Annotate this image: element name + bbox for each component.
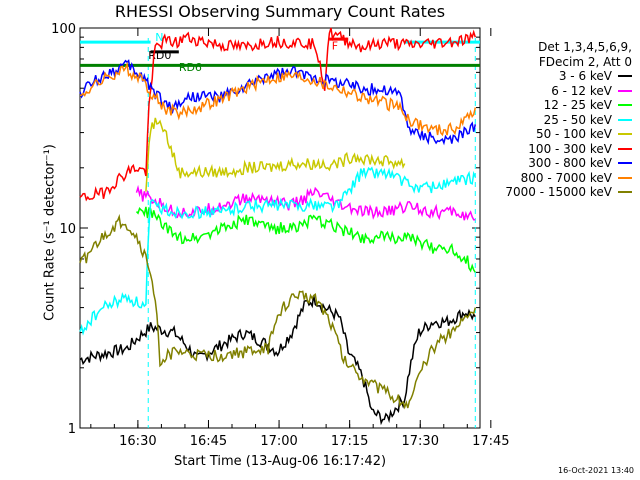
legend-swatch [618,75,632,78]
legend-entry: 6 - 12 keV [505,84,632,99]
x-tick-label: 17:30 [402,434,439,449]
legend-swatch [618,89,632,92]
legend-swatch [618,118,632,121]
legend-header-2: FDecim 2, Att 0 [538,54,632,69]
series-line [79,166,476,336]
legend: Det 1,3,4,5,6,9, FDecim 2, Att 0 3 - 6 k… [505,40,632,200]
legend-entry: 100 - 300 keV [505,142,632,157]
legend-label: 800 - 7000 keV [520,170,612,185]
series-line [79,295,476,426]
annotation-rd6: RD6 [179,61,202,74]
legend-label: 300 - 800 keV [528,156,612,170]
series-line [79,59,477,146]
series-line [79,27,477,202]
legend-entry: 12 - 25 keV [505,98,632,113]
legend-entry: 25 - 50 keV [505,113,632,128]
chart-title: RHESSI Observing Summary Count Rates [114,2,446,21]
series-line [145,117,406,192]
legend-label: 100 - 300 keV [528,141,612,156]
legend-entry: 3 - 6 keV [505,69,632,84]
legend-label: 7000 - 15000 keV [505,185,612,199]
legend-label: 12 - 25 keV [543,98,612,112]
legend-entry: 800 - 7000 keV [505,171,632,186]
legend-swatch [618,133,632,136]
x-tick-label: 16:45 [190,434,227,449]
series-line [80,61,477,137]
annotation-rd0: RD0 [148,49,171,62]
x-tick-label: 17:00 [260,434,297,449]
series-line [79,213,477,410]
legend-label: 50 - 100 keV [535,127,612,141]
x-tick-label: 16:30 [119,434,156,449]
legend-swatch [618,104,632,107]
x-tick-label: 17:45 [472,434,509,449]
timestamp: 16-Oct-2021 13:40 [558,466,634,475]
series-line [135,206,476,273]
legend-swatch [618,176,632,179]
legend-label: 3 - 6 keV [558,69,612,83]
legend-swatch [618,147,632,150]
y-tick-label: 100 [51,22,76,37]
legend-header-1: Det 1,3,4,5,6,9, [538,40,632,54]
legend-entry: 300 - 800 keV [505,156,632,171]
legend-entry: 50 - 100 keV [505,127,632,142]
x-axis-label: Start Time (13-Aug-06 16:17:42) [173,454,387,469]
legend-swatch [618,162,632,165]
annotation-f: F [332,40,338,53]
legend-label: 6 - 12 keV [551,83,612,98]
y-tick-label: 10 [59,222,76,237]
legend-entry: 7000 - 15000 keV [505,185,632,200]
legend-label: 25 - 50 keV [543,112,612,127]
y-tick-label: 1 [68,422,76,437]
series-line [135,184,476,221]
legend-swatch [618,191,632,194]
x-tick-label: 17:15 [331,434,368,449]
annotation-n: N [155,31,163,44]
